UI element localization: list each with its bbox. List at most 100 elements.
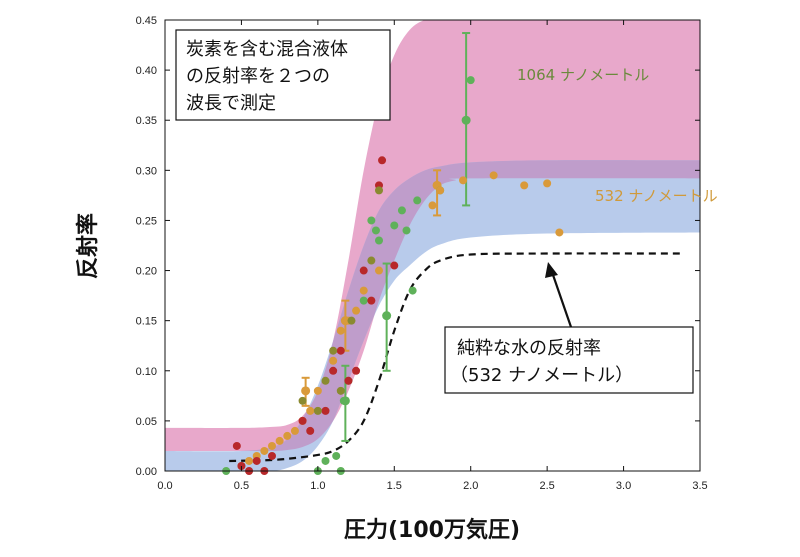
annotation-line-2: （532 ナノメートル） bbox=[450, 365, 633, 386]
x-tick-label: 2.5 bbox=[539, 480, 554, 492]
y-tick-label: 0.20 bbox=[136, 266, 157, 278]
data-point-green bbox=[367, 216, 376, 225]
data-point-green bbox=[371, 226, 380, 235]
data-point-orange bbox=[290, 426, 299, 435]
data-point-red bbox=[298, 416, 307, 425]
data-point-red bbox=[306, 426, 315, 435]
title-box-frame bbox=[175, 29, 391, 121]
data-point-green bbox=[413, 196, 422, 205]
data-point-green bbox=[332, 451, 341, 460]
y-tick-label: 0.10 bbox=[136, 366, 157, 378]
pure-water-curve-group bbox=[229, 252, 685, 463]
data-point-red bbox=[232, 441, 241, 450]
data-point-orange bbox=[359, 286, 368, 295]
data-point-red bbox=[252, 456, 261, 465]
data-point-olive bbox=[313, 406, 322, 415]
annotation-arrowhead bbox=[545, 262, 558, 278]
y-tick-label: 0.35 bbox=[136, 115, 157, 127]
label-1064: 1064 ナノメートル bbox=[517, 66, 649, 84]
annotation-box: 純粋な水の反射率 （532 ナノメートル） bbox=[444, 262, 694, 394]
data-point-red bbox=[344, 376, 353, 385]
data-point-red bbox=[329, 366, 338, 375]
pure-water-curve bbox=[229, 252, 685, 463]
x-tick-label: 0.0 bbox=[157, 480, 172, 492]
data-point-olive bbox=[321, 376, 330, 385]
y-tick-label: 0.45 bbox=[136, 15, 157, 27]
y-tick-label: 0.40 bbox=[136, 65, 157, 77]
title-line-2: の反射率を２つの bbox=[186, 66, 330, 87]
data-point-green bbox=[408, 286, 417, 295]
data-point-red bbox=[336, 346, 345, 355]
x-tick-label: 3.0 bbox=[616, 480, 631, 492]
y-axis-label: 反射率 bbox=[75, 213, 101, 279]
title-box: 炭素を含む混合液体 の反射率を２つの 波長で測定 bbox=[175, 29, 391, 121]
data-point-green bbox=[321, 456, 330, 465]
data-point-orange bbox=[329, 356, 338, 365]
data-point-orange bbox=[336, 326, 345, 335]
data-point-orange bbox=[283, 431, 292, 440]
data-point-olive bbox=[336, 386, 345, 395]
plot-frame bbox=[164, 19, 701, 472]
data-point-orange bbox=[520, 181, 529, 190]
annotation-line-1: 純粋な水の反射率 bbox=[457, 338, 601, 359]
data-point-red bbox=[378, 156, 387, 165]
uncertainty-bands bbox=[165, 20, 700, 471]
data-point-orange bbox=[245, 456, 254, 465]
x-axis-ticks: 0.0 0.5 1.0 1.5 2.0 2.5 3.0 3.5 bbox=[157, 20, 708, 492]
data-point-red bbox=[352, 366, 361, 375]
data-point-olive bbox=[298, 396, 307, 405]
data-point-orange bbox=[459, 176, 468, 185]
data-point-red bbox=[321, 406, 330, 415]
error-bar-point bbox=[301, 386, 311, 396]
data-point-orange bbox=[489, 171, 498, 180]
band-1064 bbox=[165, 20, 700, 452]
data-point-green bbox=[397, 206, 406, 215]
x-tick-label: 2.0 bbox=[463, 480, 478, 492]
annotation-box-frame bbox=[444, 326, 694, 394]
data-point-orange bbox=[436, 186, 445, 195]
data-point-olive bbox=[367, 256, 376, 265]
y-tick-label: 0.00 bbox=[136, 466, 157, 478]
data-point-red bbox=[237, 461, 246, 470]
y-tick-label: 0.30 bbox=[136, 165, 157, 177]
data-point-orange bbox=[543, 179, 552, 188]
title-line-1: 炭素を含む混合液体 bbox=[186, 39, 348, 60]
data-point-olive bbox=[329, 346, 338, 355]
data-point-orange bbox=[275, 436, 284, 445]
band-532 bbox=[165, 160, 700, 471]
y-axis-ticks: 0.00 0.05 0.10 0.15 0.20 0.25 0.30 0.35 0.40 0.45 bbox=[136, 15, 700, 478]
x-tick-label: 3.5 bbox=[692, 480, 707, 492]
data-point-green bbox=[339, 396, 348, 405]
title-line-3: 波長で測定 bbox=[186, 93, 276, 114]
data-point-orange bbox=[306, 406, 315, 415]
data-point-green bbox=[402, 226, 411, 235]
data-point-orange bbox=[352, 306, 361, 315]
data-point-orange bbox=[555, 228, 564, 237]
data-point-red bbox=[359, 266, 368, 275]
data-point-olive bbox=[347, 316, 356, 325]
data-point-green bbox=[382, 311, 391, 320]
data-point-green bbox=[375, 236, 383, 245]
data-point-green bbox=[462, 116, 471, 125]
data-point-orange bbox=[428, 201, 437, 210]
data-point-orange bbox=[313, 386, 322, 395]
x-axis-label: 圧力(100万気圧) bbox=[344, 517, 520, 543]
data-point-orange bbox=[268, 441, 276, 450]
data-point-green bbox=[466, 76, 475, 85]
data-point-green bbox=[359, 296, 368, 305]
annotation-arrow-line bbox=[550, 271, 573, 328]
y-tick-label: 0.05 bbox=[136, 416, 157, 428]
label-532: 532 ナノメートル bbox=[595, 187, 718, 205]
x-tick-label: 0.5 bbox=[234, 480, 249, 492]
x-tick-label: 1.0 bbox=[310, 480, 325, 492]
data-point-orange bbox=[260, 446, 269, 455]
data-point-olive bbox=[375, 186, 383, 195]
x-tick-label: 1.5 bbox=[387, 480, 402, 492]
data-point-green bbox=[390, 221, 399, 230]
y-tick-label: 0.25 bbox=[136, 215, 157, 227]
y-tick-label: 0.15 bbox=[136, 316, 157, 328]
data-point-orange bbox=[375, 266, 383, 275]
data-points bbox=[222, 76, 564, 475]
data-point-red bbox=[367, 296, 376, 305]
